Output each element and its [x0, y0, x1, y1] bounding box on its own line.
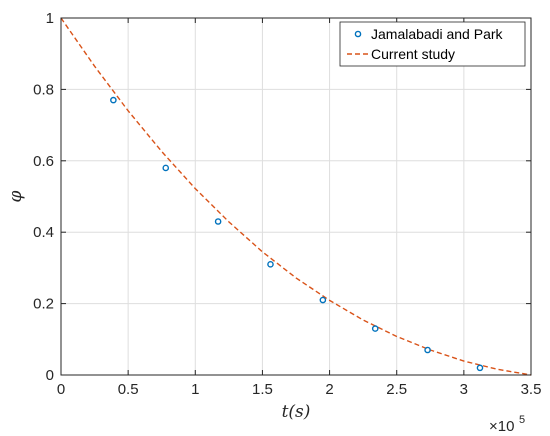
y-tick-label: 0 [46, 367, 54, 384]
series-line-current-study [60, 17, 532, 376]
axes-box [60, 17, 532, 376]
data-point-jamalabadi [371, 325, 379, 332]
grid [61, 18, 531, 375]
x-tick-label: 0.5 [118, 381, 139, 398]
data-point-jamalabadi [110, 96, 117, 104]
y-tick-label: 0.6 [33, 153, 54, 170]
x-axis-label: t(s) [282, 402, 311, 422]
y-tick-label: 1 [46, 10, 54, 27]
plot-area [60, 17, 532, 376]
data-point-jamalabadi [319, 296, 327, 304]
data-point-jamalabadi [162, 164, 170, 172]
axis-labels: t(s) φ ×10 5 [6, 190, 525, 435]
x-exponent-power: 5 [519, 414, 525, 426]
data-point-jamalabadi [267, 261, 274, 268]
y-tick-label: 0.4 [33, 224, 54, 241]
x-tick-label: 2 [325, 381, 333, 398]
x-exponent-base: ×10 [489, 418, 514, 435]
data-point-jamalabadi [476, 364, 484, 372]
x-tick-label: 1 [191, 381, 199, 398]
legend: Jamalabadi and Park Current study [339, 21, 526, 67]
x-tick-label: 3 [460, 381, 468, 398]
legend-box [339, 21, 526, 67]
y-tick-label: 0.8 [33, 81, 54, 98]
data-point-jamalabadi [214, 218, 222, 225]
legend-marker-jamalabadi [354, 30, 362, 38]
x-tick-label: 0 [57, 381, 65, 398]
x-tick-label: 1.5 [252, 381, 273, 398]
x-tick-label: 3.5 [521, 381, 542, 398]
x-axis-exponent: ×10 5 [489, 414, 525, 435]
x-tick-label: 2.5 [386, 381, 407, 398]
legend-label-current-study: Current study [371, 46, 455, 62]
y-tick-label: 0.2 [33, 296, 54, 313]
axes: 0 0.5 1 1.5 2 2.5 3 3.5 0 0.2 0.4 0.6 0.8 1 [33, 10, 541, 398]
data-point-jamalabadi [424, 346, 431, 354]
y-axis-label: φ [6, 190, 26, 202]
legend-label-jamalabadi: Jamalabadi and Park [371, 26, 504, 42]
